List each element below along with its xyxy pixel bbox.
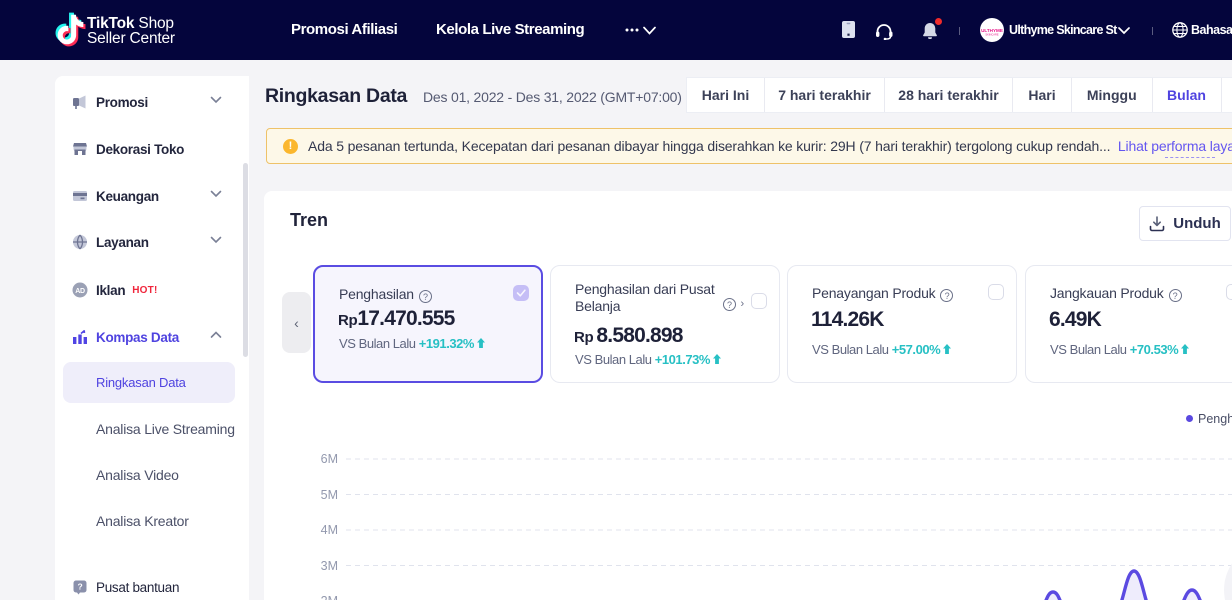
svg-text:AD: AD: [75, 288, 85, 295]
svg-text:ULTHYME: ULTHYME: [981, 28, 1003, 33]
svg-text:SKINCARE: SKINCARE: [985, 33, 999, 37]
svg-text:?: ?: [78, 582, 83, 592]
